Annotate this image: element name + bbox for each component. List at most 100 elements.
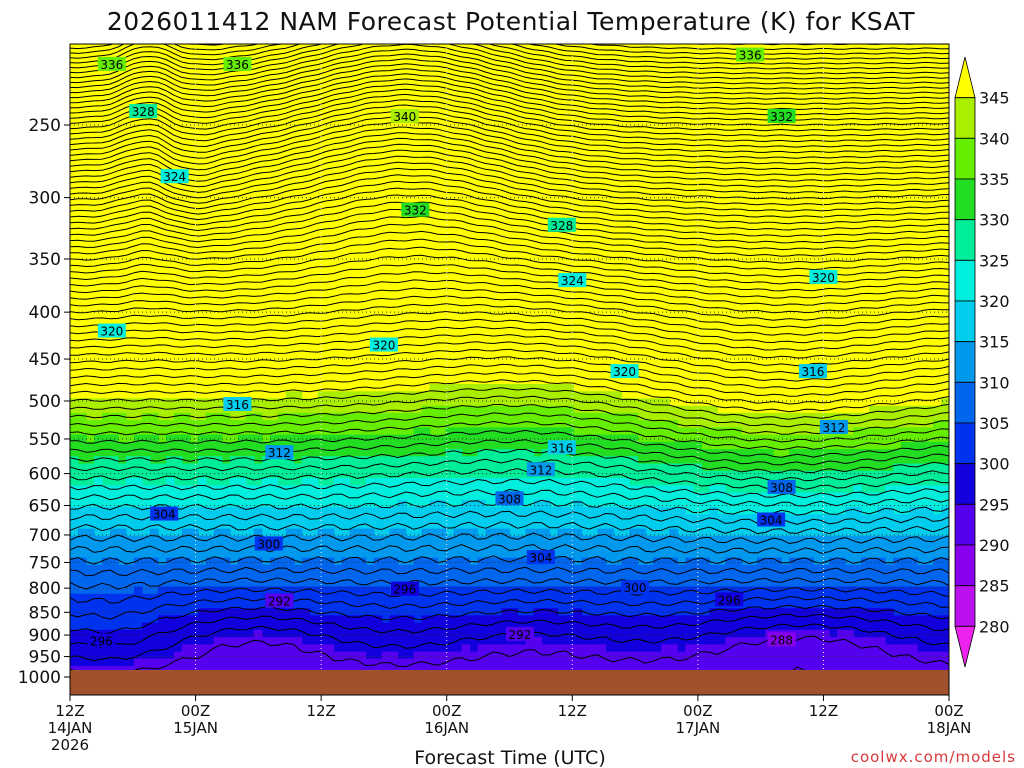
- isentrope-366: [70, 303, 949, 336]
- isentrope-388: [70, 215, 949, 257]
- isentrope-346: [70, 379, 949, 413]
- isentrope-416: [70, 126, 949, 171]
- colorbar-swatch: [954, 219, 976, 261]
- contour-label-bg: [621, 580, 650, 595]
- contour-label: 304: [529, 551, 552, 565]
- contour-label: 288: [770, 633, 793, 647]
- contour-label-bg: [610, 364, 639, 379]
- colorbar-label: 320: [979, 292, 1010, 311]
- contour-label: 300: [257, 538, 280, 552]
- isentrope-304: [70, 587, 949, 604]
- isentrope-440: [70, 63, 949, 105]
- colorbar-swatch: [954, 341, 976, 383]
- theta-fill-band: [70, 528, 949, 566]
- y-tick-label: 550: [29, 430, 61, 450]
- isentrope-328: [70, 458, 949, 482]
- contour-label: 324: [163, 170, 186, 184]
- contour-label-bg: [265, 593, 294, 608]
- contour-label: 336: [739, 49, 762, 63]
- contour-label: 296: [718, 593, 741, 607]
- contour-label-bg: [223, 56, 252, 71]
- isentrope-422: [70, 109, 949, 154]
- contour-label-bg: [265, 445, 294, 460]
- theta-fill-band: [70, 499, 949, 537]
- contour-label: 308: [770, 481, 793, 495]
- chart-title: 2026011412 NAM Forecast Potential Temper…: [107, 7, 915, 36]
- isentrope-390: [70, 208, 949, 251]
- isentrope-356: [70, 341, 949, 374]
- x-tick-label: 17JAN: [675, 719, 720, 737]
- contour-label-bg: [150, 506, 179, 521]
- contour-label-bg: [401, 202, 430, 217]
- watermark: coolwx.com/models: [851, 748, 1016, 766]
- contour-label: 296: [90, 635, 113, 649]
- colorbar-label: 280: [979, 617, 1010, 636]
- x-tick-label: 12Z: [55, 702, 84, 720]
- x-tick-label: 00Z: [432, 702, 461, 720]
- contour-label: 320: [100, 325, 123, 339]
- contour-label: 312: [529, 463, 552, 477]
- isentrope-378: [70, 254, 949, 292]
- isentrope-444: [70, 53, 949, 95]
- isentrope-358: [70, 333, 949, 367]
- contour-label-bg: [558, 273, 587, 288]
- contour-label-bg: [809, 269, 838, 284]
- contour-label-bg: [798, 364, 827, 379]
- contour-label-bg: [97, 323, 126, 338]
- colorbar-label: 335: [979, 170, 1010, 189]
- colorbar-label: 300: [979, 455, 1010, 474]
- colorbar-swatch: [954, 503, 976, 546]
- y-tick-label: 500: [29, 392, 61, 412]
- colorbar-label: 345: [979, 89, 1010, 108]
- contour-label: 312: [268, 446, 291, 460]
- isentrope-426: [70, 99, 949, 143]
- isentrope-458: [70, 44, 949, 60]
- isentrope-340: [70, 404, 949, 435]
- contour-label: 320: [812, 271, 835, 285]
- isentrope-342: [70, 395, 949, 428]
- isentrope-430: [70, 88, 949, 132]
- contour-label-bg: [736, 47, 765, 62]
- contour-label: 300: [624, 581, 647, 595]
- x-tick-label: 18JAN: [927, 719, 972, 737]
- isentrope-396: [70, 187, 949, 231]
- isentrope-372: [70, 279, 949, 314]
- isentrope-424: [70, 104, 949, 148]
- x-tick-label: 00Z: [934, 702, 963, 720]
- theta-fill-band: [70, 557, 949, 595]
- contour-label-bg: [97, 56, 126, 71]
- contour-label-bg: [129, 104, 158, 119]
- isentrope-364: [70, 311, 949, 344]
- x-tick-label: 00Z: [181, 702, 210, 720]
- isentrope-410: [70, 143, 949, 188]
- colorbar-swatch: [954, 463, 976, 505]
- contour-label-bg: [369, 337, 398, 352]
- contour-label-bg: [160, 169, 189, 184]
- contour-label-bg: [495, 491, 524, 506]
- isentrope-384: [70, 230, 949, 271]
- contour-label-bg: [526, 462, 555, 477]
- colorbar-label: 285: [979, 577, 1010, 596]
- isentrope-412: [70, 137, 949, 182]
- isentrope-348: [70, 371, 949, 405]
- isentrope-438: [70, 68, 949, 110]
- isentrope-418: [70, 120, 949, 165]
- contour-label: 296: [393, 583, 416, 597]
- contour-label-bg: [767, 108, 796, 123]
- isentrope-298: [70, 613, 949, 648]
- contour-label: 312: [822, 421, 845, 435]
- y-tick-label: 450: [29, 350, 61, 370]
- x-tick-label: 12Z: [809, 702, 838, 720]
- colorbar-label: 315: [979, 333, 1010, 352]
- contour-label-bg: [87, 633, 116, 648]
- contour-label: 292: [509, 628, 532, 642]
- isentrope-310: [70, 555, 949, 565]
- contour-label: 332: [404, 204, 427, 218]
- plot-frame: [69, 43, 950, 696]
- colorbar: 280 285 290 295 300 305 310 315 320 325 330 335 340 3…: [954, 56, 1010, 668]
- isentrope-336: [70, 421, 949, 451]
- isentrope-370: [70, 287, 949, 321]
- y-tick-label: 350: [29, 250, 61, 270]
- colorbar-swatch: [954, 97, 976, 139]
- isentrope-316: [70, 521, 949, 535]
